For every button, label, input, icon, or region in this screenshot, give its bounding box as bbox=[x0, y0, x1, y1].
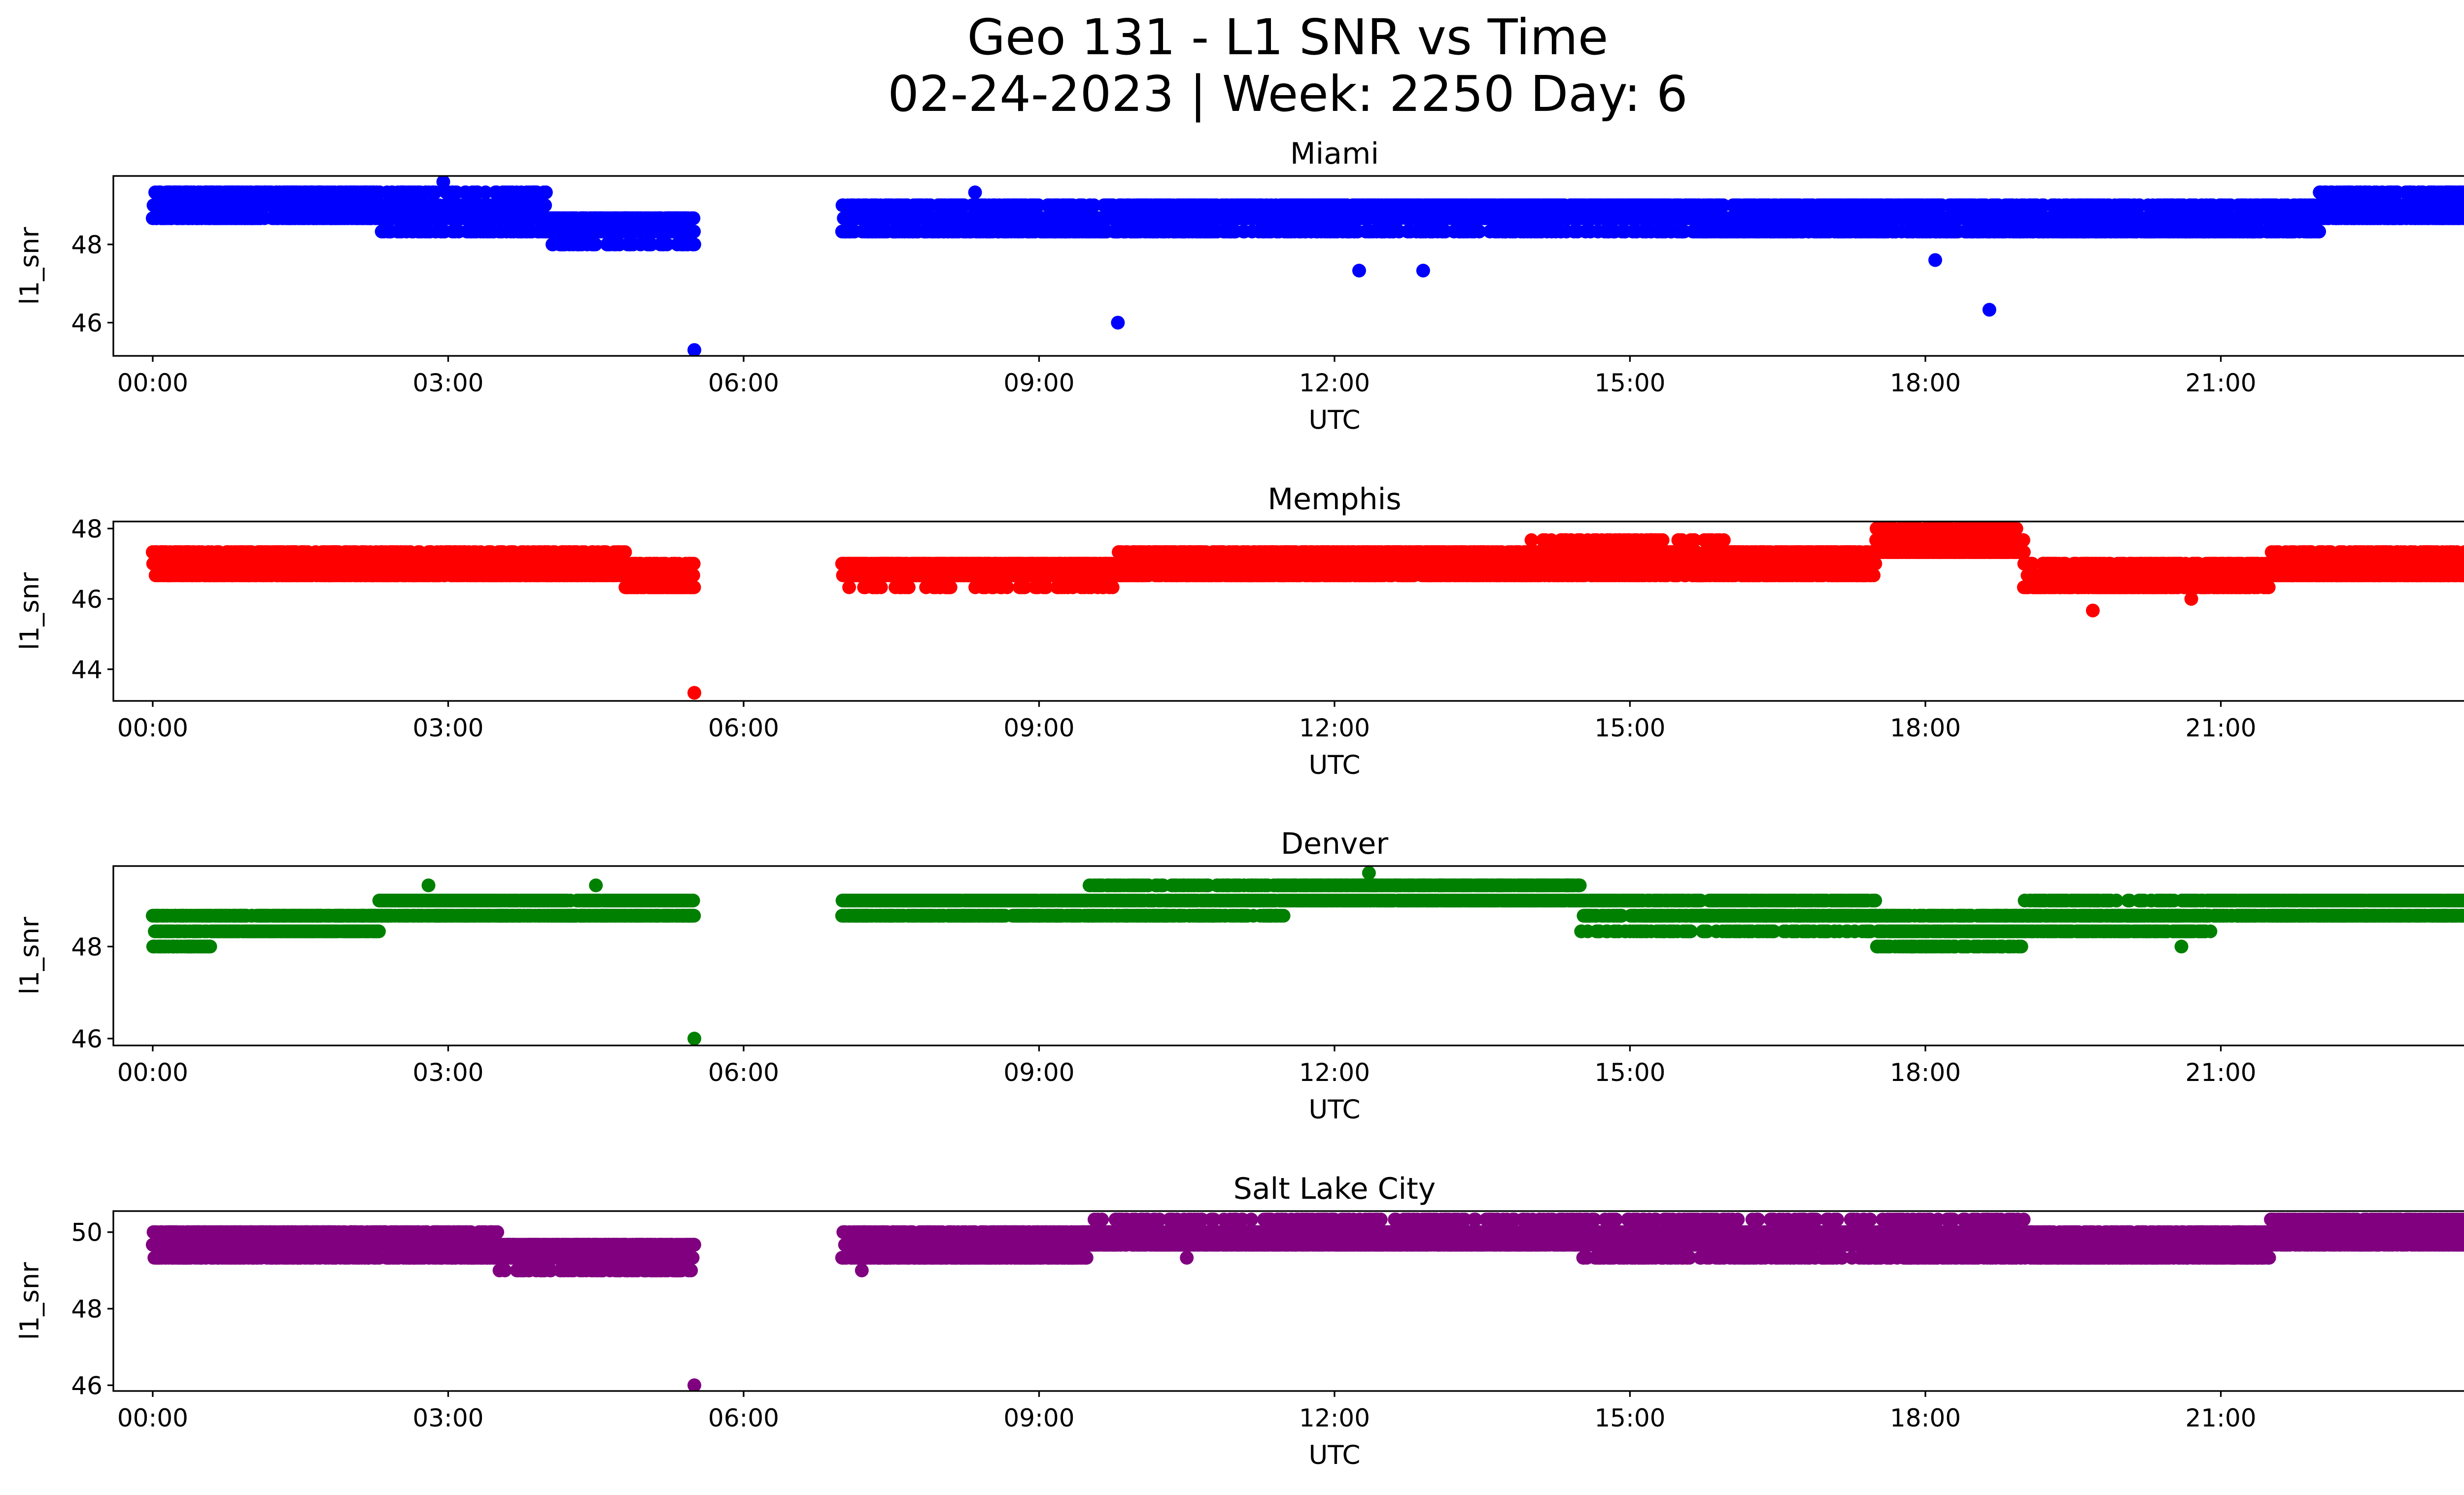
data-point bbox=[1716, 198, 1731, 212]
data-point bbox=[428, 185, 442, 200]
data-point bbox=[660, 237, 674, 251]
data-point bbox=[687, 224, 701, 239]
data-point bbox=[1472, 224, 1486, 239]
data-point bbox=[479, 185, 493, 200]
chart-title-line2: 02-24-2023 | Week: 2250 Day: 6 bbox=[888, 65, 1687, 123]
scatter-series bbox=[145, 176, 2464, 356]
data-point bbox=[538, 198, 552, 212]
data-point bbox=[686, 211, 701, 225]
data-point bbox=[1087, 198, 1101, 212]
data-point bbox=[539, 185, 553, 200]
subplot-title: Miami bbox=[1290, 137, 1379, 171]
data-point bbox=[687, 237, 701, 251]
chart-title-line1: Geo 131 - L1 SNR vs Time bbox=[967, 8, 1608, 66]
data-point bbox=[588, 237, 603, 251]
data-point bbox=[2312, 224, 2327, 239]
